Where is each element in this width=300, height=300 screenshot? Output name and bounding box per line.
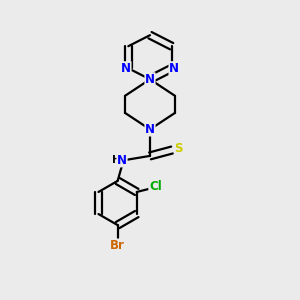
Text: N: N xyxy=(145,73,155,86)
Text: N: N xyxy=(169,62,179,75)
Text: Cl: Cl xyxy=(149,180,162,193)
Text: N: N xyxy=(121,62,131,75)
Text: Br: Br xyxy=(110,239,125,252)
Text: N: N xyxy=(145,123,155,136)
Text: N: N xyxy=(117,154,127,167)
Text: H: H xyxy=(112,155,121,165)
Text: S: S xyxy=(174,142,183,155)
